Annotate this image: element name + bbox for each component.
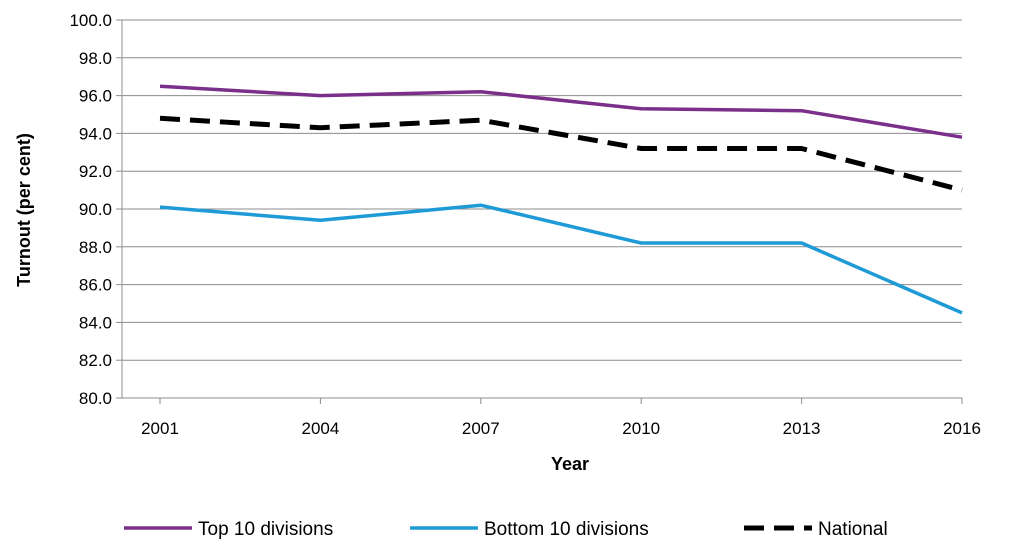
x-tick-label: 2007: [462, 419, 500, 438]
y-tick-label: 80.0: [79, 389, 112, 408]
y-tick-label: 92.0: [79, 162, 112, 181]
tick-labels: 80.0 82.0 84.0 86.0 88.0 90.0 92.0 94.0 96.0 98.0…: [69, 11, 980, 438]
legend-label: Top 10 divisions: [198, 519, 333, 540]
x-tick-label: 2004: [301, 419, 339, 438]
x-tick-label: 2013: [783, 419, 821, 438]
legend-label: Bottom 10 divisions: [484, 519, 649, 540]
y-tick-label: 94.0: [79, 124, 112, 143]
series-line-national: [159, 115, 963, 193]
y-tick-label: 88.0: [79, 238, 112, 257]
y-tick-label: 86.0: [79, 276, 112, 295]
y-tick-label: 96.0: [79, 87, 112, 106]
y-tick-label: 90.0: [79, 200, 112, 219]
x-tick-label: 2016: [943, 419, 981, 438]
y-tick-label: 98.0: [79, 49, 112, 68]
series-line-top-10-divisions: [159, 84, 963, 139]
y-tick-label: 82.0: [79, 351, 112, 370]
y-tick-label: 100.0: [69, 11, 112, 30]
x-tick-label: 2001: [141, 419, 179, 438]
x-axis-title: Year: [551, 454, 589, 474]
x-tick-label: 2010: [622, 419, 660, 438]
gridlines: [122, 19, 962, 361]
y-axis-title: Turnout (per cent): [14, 133, 34, 287]
legend-item-top-10-divisions: Top 10 divisions: [124, 519, 333, 540]
y-tick-label: 84.0: [79, 313, 112, 332]
legend-label: National: [818, 519, 888, 540]
series-lines: [159, 84, 963, 315]
legend: Top 10 divisions Bottom 10 divisions Natio…: [124, 519, 888, 540]
series-line-bottom-10-divisions: [159, 203, 963, 315]
axes: [116, 19, 963, 404]
legend-item-national: National: [744, 519, 888, 540]
legend-item-bottom-10-divisions: Bottom 10 divisions: [410, 519, 649, 540]
